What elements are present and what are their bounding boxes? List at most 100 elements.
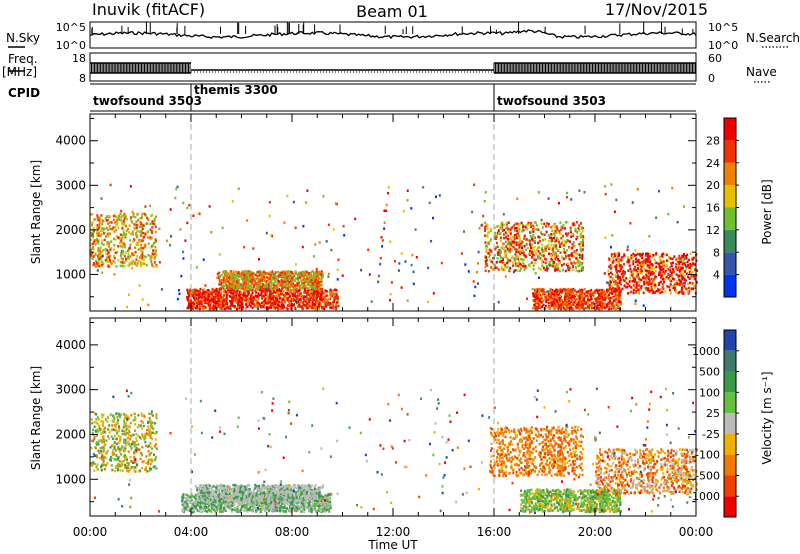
scatter-cell	[247, 277, 250, 281]
scatter-cell	[320, 289, 323, 293]
scatter-cell	[305, 279, 308, 282]
scatter-cell	[320, 304, 322, 307]
scatter-cell	[619, 296, 622, 299]
scatter-cell	[120, 249, 123, 253]
scatter-cell	[236, 299, 239, 303]
scatter-cell	[564, 299, 567, 302]
scatter-cell	[531, 251, 534, 254]
scatter-cell	[303, 271, 306, 275]
scatter-cell	[222, 303, 225, 306]
scatter-cell	[225, 272, 227, 275]
scatter-cell	[113, 243, 116, 247]
scatter-cell	[560, 236, 563, 240]
scatter-cell	[142, 258, 145, 261]
scatter-cell	[551, 248, 554, 252]
scatter-cell	[218, 279, 221, 282]
scatter-cell	[233, 280, 236, 283]
scatter-cell	[316, 280, 319, 283]
scatter-cell	[513, 224, 516, 227]
scatter-cell	[310, 278, 313, 282]
scatter-cell	[251, 282, 254, 286]
power-frame	[89, 113, 697, 312]
scatter-cell	[125, 257, 128, 261]
scatter-cell	[121, 261, 124, 264]
scatter-cell	[236, 297, 239, 301]
scatter-cell	[187, 296, 190, 300]
scatter-cell	[254, 289, 257, 292]
scatter-cell	[267, 283, 270, 287]
scatter-cell	[571, 246, 574, 249]
scatter-cell	[646, 264, 649, 267]
scatter-cell	[616, 282, 619, 285]
scatter-cell	[540, 222, 543, 225]
scatter-cell	[133, 227, 136, 230]
scatter-cell	[134, 250, 137, 254]
scatter-cell	[607, 269, 610, 273]
scatter-cell	[320, 298, 323, 301]
scatter-cell	[211, 289, 214, 293]
scatter-cell	[696, 269, 698, 272]
scatter-cell	[499, 239, 502, 243]
scatter-cell	[558, 201, 560, 205]
scatter-cell	[284, 284, 287, 287]
scatter-cell	[120, 257, 123, 260]
scatter-cell	[566, 299, 569, 302]
scatter-cell	[678, 262, 681, 266]
scatter-cell	[111, 227, 114, 231]
scatter-cell	[123, 221, 126, 224]
scatter-cell	[520, 267, 522, 270]
scatter-cell	[644, 254, 647, 257]
scatter-cell	[578, 260, 581, 264]
scatter-cell	[493, 253, 496, 257]
scatter-cell	[124, 235, 127, 239]
scatter-cell	[91, 212, 94, 216]
scatter-cell	[604, 192, 607, 196]
scatter-cell	[667, 260, 670, 263]
scatter-cell	[634, 278, 637, 281]
scatter-cell	[598, 297, 601, 300]
scatter-cell	[327, 223, 330, 227]
scatter-cell	[226, 302, 229, 305]
scatter-cell	[428, 201, 431, 205]
scatter-cell	[499, 249, 502, 253]
scatter-cell	[262, 301, 265, 305]
scatter-cell	[654, 291, 657, 294]
scatter-cell	[615, 269, 618, 273]
scatter-cell	[647, 256, 650, 260]
scatter-cell	[647, 277, 650, 281]
scatter-cell	[524, 254, 527, 257]
scatter-cell	[250, 276, 252, 279]
scatter-cell	[486, 234, 489, 238]
scatter-cell	[598, 294, 601, 298]
scatter-cell	[614, 282, 617, 286]
scatter-cell	[553, 306, 556, 309]
scatter-cell	[342, 224, 345, 228]
scatter-cell	[541, 250, 544, 254]
scatter-cell	[509, 251, 512, 254]
scatter-cell	[231, 200, 234, 203]
scatter-cell	[179, 228, 182, 231]
scatter-cell	[287, 292, 290, 295]
scatter-cell	[654, 275, 657, 279]
scatter-cell	[144, 440, 147, 444]
scatter-cell	[547, 293, 550, 296]
scatter-cell	[122, 446, 125, 450]
scatter-cell	[579, 242, 582, 245]
scatter-cell	[304, 270, 307, 273]
scatter-cell	[549, 246, 552, 250]
scatter-cell	[615, 303, 618, 307]
scatter-cell	[291, 292, 294, 296]
scatter-cell	[537, 267, 540, 270]
scatter-cell	[523, 245, 526, 248]
scatter-cell	[118, 465, 120, 468]
scatter-cell	[252, 287, 255, 290]
scatter-cell	[650, 277, 653, 281]
scatter-cell	[244, 290, 247, 293]
scatter-cell	[575, 290, 578, 294]
scatter-cell	[93, 240, 96, 244]
scatter-cell	[279, 284, 282, 287]
scatter-cell	[129, 243, 132, 246]
scatter-cell	[497, 253, 500, 256]
scatter-cell	[122, 229, 125, 233]
scatter-cell	[284, 294, 287, 298]
